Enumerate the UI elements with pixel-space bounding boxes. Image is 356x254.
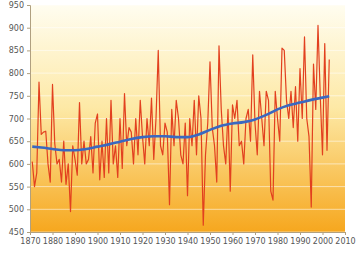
grid-line (30, 73, 345, 74)
tick-label: 800 (9, 69, 24, 78)
tick: 1890 (65, 232, 85, 246)
tick-label: 1940 (178, 237, 198, 246)
tick-mark (255, 232, 256, 235)
trend-line (32, 96, 329, 150)
tick: 1900 (88, 232, 108, 246)
grid-line (30, 5, 345, 6)
axis-line (31, 233, 346, 236)
tick-label: 1950 (200, 237, 220, 246)
tick-label: 2000 (313, 237, 333, 246)
tick-mark (53, 232, 54, 235)
tick: 700 (9, 115, 30, 124)
tick-label: 1980 (268, 237, 288, 246)
tick: 1960 (223, 232, 243, 246)
tick: 1910 (110, 232, 130, 246)
tick-mark (120, 232, 121, 235)
tick-label: 1930 (155, 237, 175, 246)
tick: 950 (9, 1, 30, 10)
tick-label: 750 (9, 92, 24, 101)
data-line (32, 25, 329, 225)
tick-mark (27, 119, 30, 120)
tick-mark (323, 232, 324, 235)
tick-label: 700 (9, 115, 24, 124)
grid-line (30, 27, 345, 28)
tick: 850 (9, 46, 30, 55)
tick-label: 1880 (43, 237, 63, 246)
tick-mark (27, 50, 30, 51)
tick: 650 (9, 137, 30, 146)
tick: 1930 (155, 232, 175, 246)
tick-mark (278, 232, 279, 235)
series-group (32, 25, 329, 225)
tick: 1880 (43, 232, 63, 246)
tick-label: 950 (9, 1, 24, 10)
tick: 2000 (313, 232, 333, 246)
tick-mark (27, 5, 30, 6)
tick-mark (233, 232, 234, 235)
tick-label: 1870 (20, 237, 40, 246)
grid-line (30, 95, 345, 96)
tick-mark (188, 232, 189, 235)
chart: 1870188018901900191019201930194019501960… (0, 0, 356, 254)
grid-line (30, 118, 345, 119)
tick-mark (27, 187, 30, 188)
tick-mark (345, 232, 346, 235)
tick-mark (27, 164, 30, 165)
tick: 800 (9, 69, 30, 78)
tick-mark (300, 232, 301, 235)
tick: 1980 (268, 232, 288, 246)
tick-mark (27, 73, 30, 74)
tick: 1940 (178, 232, 198, 246)
tick-mark (75, 232, 76, 235)
tick-mark (27, 141, 30, 142)
tick-mark (27, 96, 30, 97)
tick: 1920 (133, 232, 153, 246)
tick-label: 550 (9, 183, 24, 192)
tick-label: 2010 (335, 237, 355, 246)
tick-label: 900 (9, 24, 24, 33)
axis-line (27, 6, 31, 233)
tick-label: 600 (9, 160, 24, 169)
tick-label: 450 (9, 228, 24, 237)
tick-mark (165, 232, 166, 235)
tick-label: 1900 (88, 237, 108, 246)
y-axis: 450 500 550 600 650 700 750 800 850 900 950 (9, 1, 31, 237)
tick: 750 (9, 92, 30, 101)
tick: 450 (9, 228, 30, 237)
tick-mark (27, 209, 30, 210)
x-axis: 1870188018901900191019201930194019501960… (20, 232, 355, 246)
tick-label: 1920 (133, 237, 153, 246)
tick: 2010 (335, 232, 355, 246)
tick-mark (98, 232, 99, 235)
grid (30, 5, 345, 232)
tick-label: 1960 (223, 237, 243, 246)
tick-label: 1890 (65, 237, 85, 246)
tick-label: 850 (9, 46, 24, 55)
grid-line (30, 209, 345, 210)
grid-line (30, 50, 345, 51)
tick-mark (210, 232, 211, 235)
plot-background (30, 5, 345, 232)
tick: 500 (9, 205, 30, 214)
tick-mark (143, 232, 144, 235)
tick-label: 650 (9, 137, 24, 146)
tick-label: 1910 (110, 237, 130, 246)
tick-mark (27, 232, 30, 233)
tick-label: 1970 (245, 237, 265, 246)
tick-label: 500 (9, 205, 24, 214)
tick: 1970 (245, 232, 265, 246)
tick: 1990 (290, 232, 310, 246)
tick: 1950 (200, 232, 220, 246)
tick: 600 (9, 160, 30, 169)
tick: 550 (9, 183, 30, 192)
tick-mark (27, 28, 30, 29)
plot: 1870188018901900191019201930194019501960… (9, 1, 356, 246)
tick: 900 (9, 24, 30, 33)
tick-label: 1990 (290, 237, 310, 246)
